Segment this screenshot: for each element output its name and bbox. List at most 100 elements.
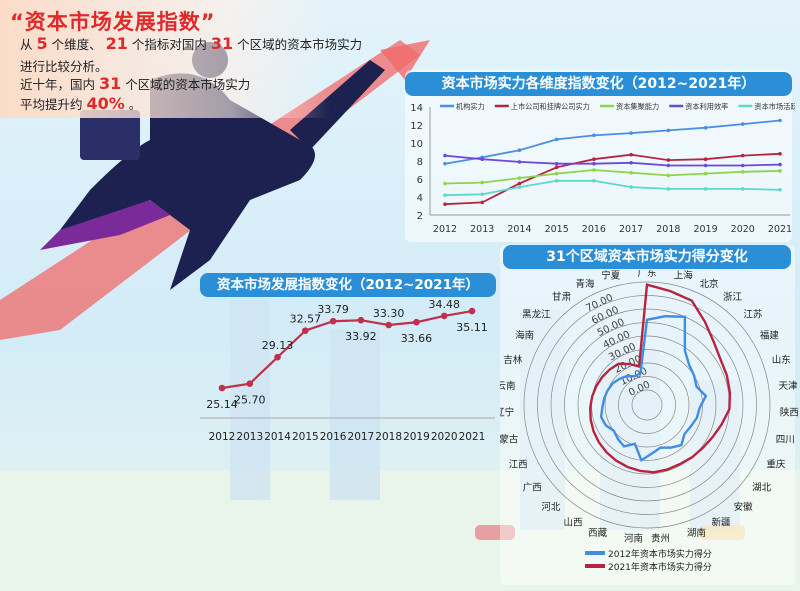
data-point <box>778 188 782 192</box>
radar-ring <box>631 389 663 421</box>
highlight-number: 31 <box>210 34 234 53</box>
data-label: 25.14 <box>206 398 238 411</box>
data-point <box>629 185 633 189</box>
data-point <box>480 200 485 205</box>
category-label: 贵州 <box>651 532 670 544</box>
data-point <box>629 170 633 175</box>
data-label: 33.66 <box>401 332 433 345</box>
data-point <box>778 118 782 123</box>
x-tick-label: 2015 <box>292 431 319 443</box>
text: 个维度、 <box>51 37 102 52</box>
data-point <box>703 187 708 191</box>
category-label: 新疆 <box>712 516 732 528</box>
data-point <box>517 148 522 152</box>
highlight-number: 21 <box>105 34 128 53</box>
intro-line-3: 近十年，国内 31 个区域的资本市场实力 <box>20 74 250 93</box>
x-tick-label: 2015 <box>545 224 569 235</box>
x-tick-label: 2017 <box>619 224 643 235</box>
data-point <box>666 187 671 191</box>
headline: “资本市场发展指数” <box>10 10 216 34</box>
data-point <box>666 173 671 178</box>
category-label: 湖北 <box>752 482 772 493</box>
data-point <box>740 187 745 191</box>
data-point <box>666 158 671 162</box>
x-tick-label: 2021 <box>459 431 486 443</box>
category-label: 陕西 <box>780 407 799 419</box>
data-label: 35.11 <box>456 321 488 334</box>
category-label: 广东 <box>637 270 656 279</box>
category-label: 重庆 <box>766 459 786 471</box>
category-label: 云南 <box>500 380 516 392</box>
data-point <box>740 153 745 158</box>
data-point <box>666 163 671 168</box>
data-point <box>443 202 447 206</box>
x-tick-label: 2012 <box>209 431 236 443</box>
radar-series <box>599 315 708 463</box>
highlight-number: 31 <box>99 74 122 93</box>
y-tick-label: 10 <box>410 139 423 150</box>
cars <box>475 525 745 540</box>
data-label: 29.13 <box>262 339 294 352</box>
category-label: 江西 <box>509 460 528 471</box>
data-point <box>357 316 365 324</box>
x-tick-label: 2021 <box>768 224 792 235</box>
text: 。 <box>128 97 142 112</box>
data-point <box>554 137 559 142</box>
category-label: 广西 <box>523 481 542 493</box>
index-chart-title: 资本市场发展指数变化（2012~2021年） <box>200 273 496 297</box>
legend-label: 机构实力 <box>456 102 485 111</box>
x-tick-label: 2012 <box>433 224 457 235</box>
legend-label: 资本集聚能力 <box>616 102 659 111</box>
data-point <box>629 161 633 165</box>
data-point <box>592 157 596 161</box>
radar-ring <box>604 362 690 448</box>
dimension-line-chart: 2 4 6 8 10 12 14 2012 2013 2014 2015 2016 2017 2018 20… <box>410 102 795 235</box>
text: 平均提升约 <box>20 97 83 112</box>
x-tick-label: 2020 <box>431 431 458 443</box>
data-point <box>443 181 447 186</box>
data-point <box>440 312 448 320</box>
data-point <box>592 179 596 183</box>
data-point <box>629 131 633 135</box>
data-point <box>703 163 708 168</box>
data-point <box>740 170 745 174</box>
data-point <box>554 171 559 176</box>
data-point <box>246 380 254 387</box>
text: 个区域的资本市场实力 <box>237 37 363 52</box>
data-point <box>592 168 596 172</box>
category-label: 河北 <box>541 501 561 513</box>
x-tick-label: 2019 <box>693 224 717 235</box>
series-line <box>444 179 781 197</box>
category-label: 安徽 <box>734 501 754 513</box>
data-point <box>666 128 671 133</box>
series-line <box>444 154 781 167</box>
series-line <box>444 152 781 206</box>
data-point <box>740 163 745 168</box>
data-point <box>592 161 596 166</box>
category-label: 浙江 <box>723 291 743 303</box>
data-point <box>329 317 337 325</box>
x-tick-label: 2020 <box>731 224 755 235</box>
text: 近十年，国内 <box>20 77 96 92</box>
data-point <box>517 181 522 186</box>
highlight-number: 40% <box>86 94 125 113</box>
intro-line-1: 从 5 个维度、 21 个指标对国内 31 个区域的资本市场实力 <box>20 34 362 53</box>
data-label: 25.70 <box>234 394 266 407</box>
data-point <box>554 165 559 170</box>
data-label: 33.30 <box>373 307 405 320</box>
data-point <box>703 157 708 161</box>
data-point <box>480 157 485 161</box>
data-point <box>778 162 782 167</box>
text: 个区域的资本市场实力 <box>125 77 251 92</box>
intro-line-4: 平均提升约 40% 。 <box>20 94 141 113</box>
legend-label: 2012年资本市场实力得分 <box>608 548 712 560</box>
category-label: 四川 <box>776 434 795 445</box>
x-tick-label: 2013 <box>470 224 494 235</box>
dimension-chart-panel <box>405 70 792 242</box>
category-label: 辽宁 <box>500 407 514 419</box>
data-point <box>443 161 447 166</box>
data-label: 33.79 <box>317 303 349 316</box>
radar-chart: 0.0010.0020.0030.0040.0050.0060.0070.00广… <box>500 270 799 573</box>
data-point <box>385 321 392 329</box>
